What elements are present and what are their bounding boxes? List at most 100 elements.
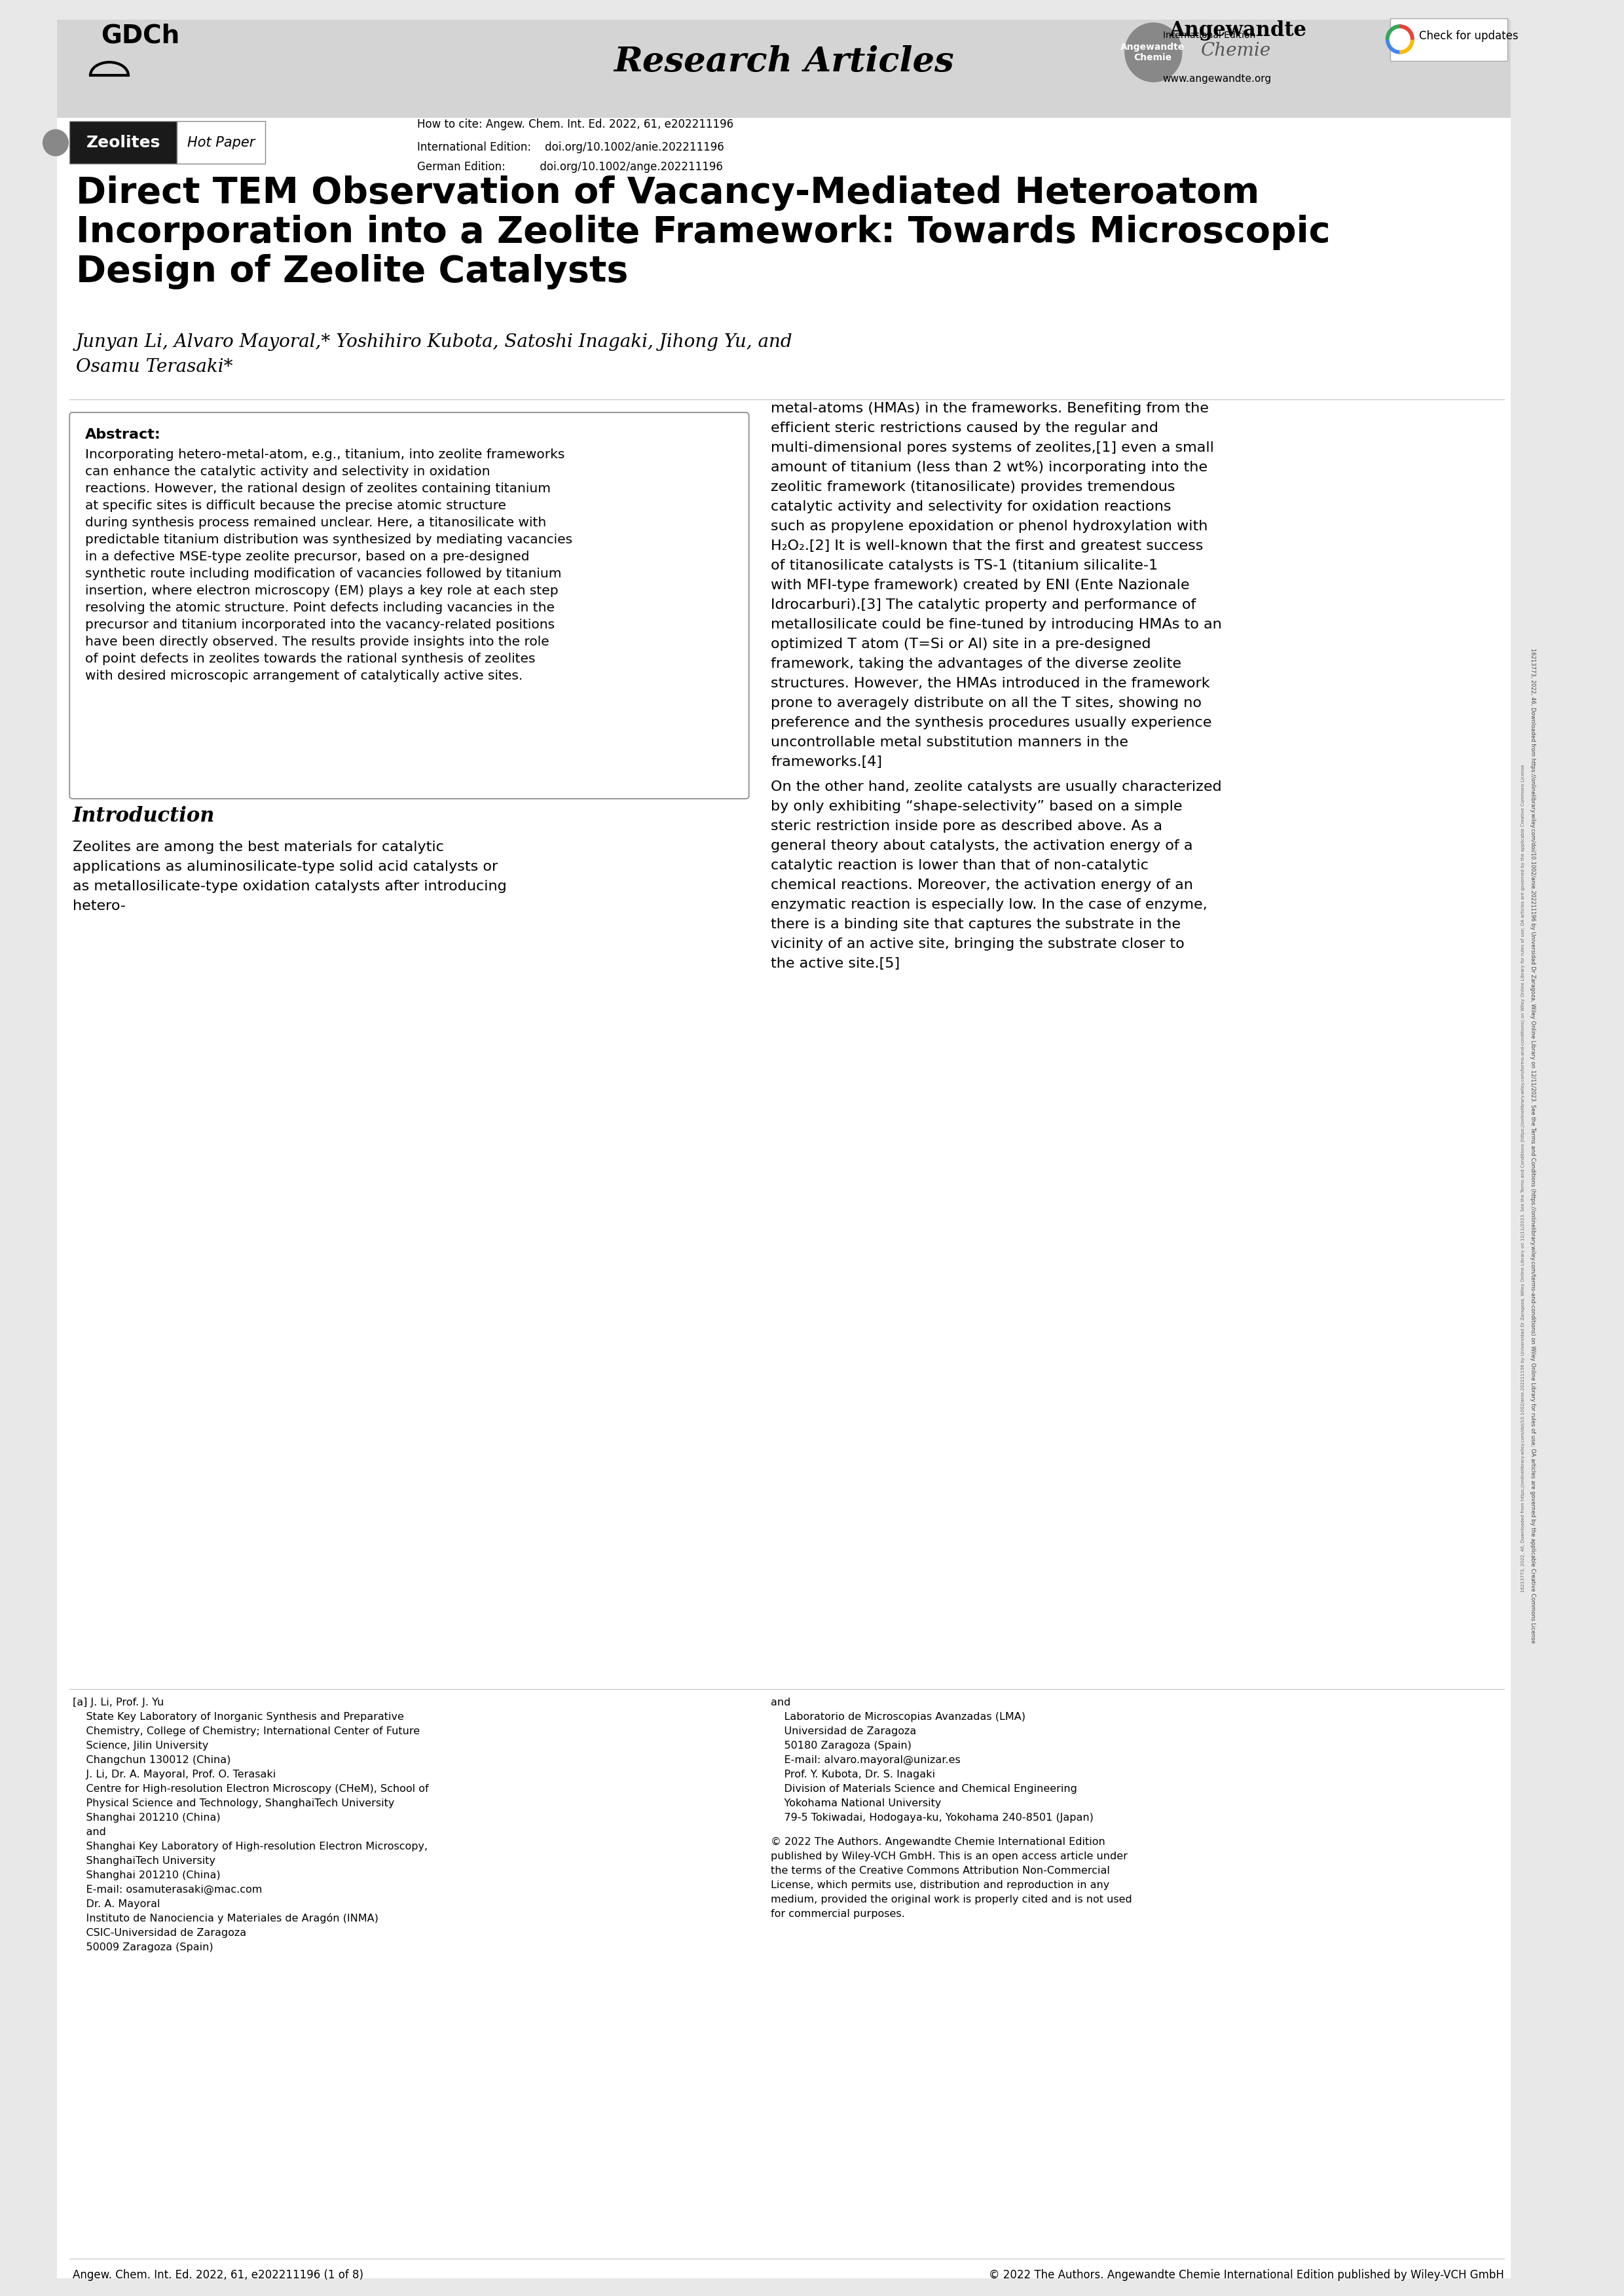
Text: Division of Materials Science and Chemical Engineering: Division of Materials Science and Chemic… — [771, 1784, 1077, 1793]
Text: by only exhibiting “shape-selectivity” based on a simple: by only exhibiting “shape-selectivity” b… — [771, 799, 1182, 813]
Wedge shape — [1400, 39, 1415, 53]
Text: Research Articles: Research Articles — [614, 46, 953, 78]
Text: enzymatic reaction is especially low. In the case of enzyme,: enzymatic reaction is especially low. In… — [771, 898, 1208, 912]
Text: reactions. However, the rational design of zeolites containing titanium: reactions. However, the rational design … — [86, 482, 551, 496]
Text: chemical reactions. Moreover, the activation energy of an: chemical reactions. Moreover, the activa… — [771, 879, 1194, 891]
Bar — [1390, 18, 1507, 62]
Text: International Edition:    doi.org/10.1002/anie.202211196: International Edition: doi.org/10.1002/a… — [417, 142, 724, 154]
Text: Yokohama National University: Yokohama National University — [771, 1798, 942, 1809]
Text: J. Li, Dr. A. Mayoral, Prof. O. Terasaki: J. Li, Dr. A. Mayoral, Prof. O. Terasaki — [73, 1770, 276, 1779]
Text: Direct TEM Observation of Vacancy-Mediated Heteroatom: Direct TEM Observation of Vacancy-Mediat… — [76, 174, 1259, 211]
Text: Changchun 130012 (China): Changchun 130012 (China) — [73, 1754, 231, 1766]
Text: and: and — [73, 1828, 106, 1837]
Text: On the other hand, zeolite catalysts are usually characterized: On the other hand, zeolite catalysts are… — [771, 781, 1221, 794]
Text: 16213773, 2022, 46, Downloaded from https://onlinelibrary.wiley.com/doi/10.1002/: 16213773, 2022, 46, Downloaded from http… — [1530, 647, 1536, 1644]
Text: GDCh: GDCh — [101, 23, 180, 48]
Text: structures. However, the HMAs introduced in the framework: structures. However, the HMAs introduced… — [771, 677, 1210, 691]
Text: applications as aluminosilicate-type solid acid catalysts or: applications as aluminosilicate-type sol… — [73, 861, 499, 872]
Text: metallosilicate could be fine-tuned by introducing HMAs to an: metallosilicate could be fine-tuned by i… — [771, 618, 1221, 631]
Text: Angew. Chem. Int. Ed. 2022, 61, e202211196 (1 of 8): Angew. Chem. Int. Ed. 2022, 61, e2022111… — [73, 2268, 364, 2280]
Text: of titanosilicate catalysts is TS-1 (titanium silicalite-1: of titanosilicate catalysts is TS-1 (tit… — [771, 560, 1158, 572]
Text: published by Wiley-VCH GmbH. This is an open access article under: published by Wiley-VCH GmbH. This is an … — [771, 1851, 1127, 1862]
Text: Idrocarburi).[3] The catalytic property and performance of: Idrocarburi).[3] The catalytic property … — [771, 599, 1197, 611]
Text: insertion, where electron microscopy (EM) plays a key role at each step: insertion, where electron microscopy (EM… — [86, 585, 559, 597]
Text: Junyan Li, Alvaro Mayoral,* Yoshihiro Kubota, Satoshi Inagaki, Jihong Yu, and: Junyan Li, Alvaro Mayoral,* Yoshihiro Ku… — [76, 333, 793, 351]
Text: hetero-: hetero- — [73, 900, 125, 912]
Text: Centre for High-resolution Electron Microscopy (CHeM), School of: Centre for High-resolution Electron Micr… — [73, 1784, 429, 1793]
Text: uncontrollable metal substitution manners in the: uncontrollable metal substitution manner… — [771, 737, 1129, 748]
Text: State Key Laboratory of Inorganic Synthesis and Preparative: State Key Laboratory of Inorganic Synthe… — [73, 1713, 404, 1722]
Text: in a defective MSE-type zeolite precursor, based on a pre-designed: in a defective MSE-type zeolite precurso… — [86, 551, 529, 563]
Text: E-mail: osamuterasaki@mac.com: E-mail: osamuterasaki@mac.com — [73, 1885, 261, 1894]
Text: Science, Jilin University: Science, Jilin University — [73, 1740, 208, 1750]
Text: synthetic route including modification of vacancies followed by titanium: synthetic route including modification o… — [86, 567, 562, 581]
Text: predictable titanium distribution was synthesized by mediating vacancies: predictable titanium distribution was sy… — [86, 533, 573, 546]
Text: vicinity of an active site, bringing the substrate closer to: vicinity of an active site, bringing the… — [771, 937, 1186, 951]
Text: catalytic reaction is lower than that of non-catalytic: catalytic reaction is lower than that of… — [771, 859, 1148, 872]
Text: Chemistry, College of Chemistry; International Center of Future: Chemistry, College of Chemistry; Interna… — [73, 1727, 421, 1736]
Text: 79-5 Tokiwadai, Hodogaya-ku, Yokohama 240-8501 (Japan): 79-5 Tokiwadai, Hodogaya-ku, Yokohama 24… — [771, 1814, 1095, 1823]
Text: have been directly observed. The results provide insights into the role: have been directly observed. The results… — [86, 636, 549, 647]
Text: for commercial purposes.: for commercial purposes. — [771, 1908, 905, 1919]
Text: optimized T atom (T=Si or Al) site in a pre-designed: optimized T atom (T=Si or Al) site in a … — [771, 638, 1151, 650]
Bar — [70, 122, 177, 163]
Text: Angewandte: Angewandte — [1169, 21, 1307, 41]
Text: such as propylene epoxidation or phenol hydroxylation with: such as propylene epoxidation or phenol … — [771, 519, 1208, 533]
Text: Universidad de Zaragoza: Universidad de Zaragoza — [771, 1727, 916, 1736]
FancyBboxPatch shape — [70, 413, 749, 799]
Text: frameworks.[4]: frameworks.[4] — [771, 755, 882, 769]
Bar — [177, 122, 265, 163]
Text: Instituto de Nanociencia y Materiales de Aragón (INMA): Instituto de Nanociencia y Materiales de… — [73, 1913, 378, 1924]
Text: International Edition: International Edition — [1163, 30, 1255, 39]
Text: 50009 Zaragoza (Spain): 50009 Zaragoza (Spain) — [73, 1942, 213, 1952]
Text: prone to averagely distribute on all the T sites, showing no: prone to averagely distribute on all the… — [771, 696, 1202, 709]
Text: at specific sites is difficult because the precise atomic structure: at specific sites is difficult because t… — [86, 501, 507, 512]
Text: Abstract:: Abstract: — [86, 427, 161, 441]
Text: www.angewandte.org: www.angewandte.org — [1163, 73, 1272, 83]
Text: of point defects in zeolites towards the rational synthesis of zeolites: of point defects in zeolites towards the… — [86, 652, 536, 666]
Text: Introduction: Introduction — [73, 806, 214, 827]
Text: Zeolites: Zeolites — [86, 135, 161, 152]
Text: ShanghaiTech University: ShanghaiTech University — [73, 1855, 216, 1867]
Text: Hot Paper: Hot Paper — [187, 135, 255, 149]
Text: © 2022 The Authors. Angewandte Chemie International Edition: © 2022 The Authors. Angewandte Chemie In… — [771, 1837, 1106, 1846]
Text: precursor and titanium incorporated into the vacancy-related positions: precursor and titanium incorporated into… — [86, 618, 555, 631]
Wedge shape — [1385, 25, 1400, 39]
Text: medium, provided the original work is properly cited and is not used: medium, provided the original work is pr… — [771, 1894, 1132, 1903]
Text: E-mail: alvaro.mayoral@unizar.es: E-mail: alvaro.mayoral@unizar.es — [771, 1754, 961, 1766]
Text: 50180 Zaragoza (Spain): 50180 Zaragoza (Spain) — [771, 1740, 911, 1750]
Text: resolving the atomic structure. Point defects including vacancies in the: resolving the atomic structure. Point de… — [86, 602, 555, 613]
Circle shape — [1385, 25, 1415, 53]
Text: with MFI-type framework) created by ENI (Ente Nazionale: with MFI-type framework) created by ENI … — [771, 579, 1190, 592]
Text: Angewandte
Chemie: Angewandte Chemie — [1121, 44, 1186, 62]
Text: Dr. A. Mayoral: Dr. A. Mayoral — [73, 1899, 161, 1908]
Text: general theory about catalysts, the activation energy of a: general theory about catalysts, the acti… — [771, 840, 1194, 852]
Text: zeolitic framework (titanosilicate) provides tremendous: zeolitic framework (titanosilicate) prov… — [771, 480, 1176, 494]
Circle shape — [42, 129, 68, 156]
Text: Osamu Terasaki*: Osamu Terasaki* — [76, 358, 232, 377]
Text: steric restriction inside pore as described above. As a: steric restriction inside pore as descri… — [771, 820, 1163, 833]
FancyBboxPatch shape — [57, 21, 1510, 2278]
Text: efficient steric restrictions caused by the regular and: efficient steric restrictions caused by … — [771, 422, 1158, 434]
Text: there is a binding site that captures the substrate in the: there is a binding site that captures th… — [771, 918, 1181, 930]
Text: the active site.[5]: the active site.[5] — [771, 957, 900, 971]
Text: German Edition:          doi.org/10.1002/ange.202211196: German Edition: doi.org/10.1002/ange.202… — [417, 161, 723, 172]
Text: H₂O₂.[2] It is well-known that the first and greatest success: H₂O₂.[2] It is well-known that the first… — [771, 540, 1203, 553]
Text: CSIC-Universidad de Zaragoza: CSIC-Universidad de Zaragoza — [73, 1929, 247, 1938]
Text: amount of titanium (less than 2 wt%) incorporating into the: amount of titanium (less than 2 wt%) inc… — [771, 461, 1208, 473]
Text: multi-dimensional pores systems of zeolites,[1] even a small: multi-dimensional pores systems of zeoli… — [771, 441, 1215, 455]
Text: Incorporating hetero-metal-atom, e.g., titanium, into zeolite frameworks: Incorporating hetero-metal-atom, e.g., t… — [86, 448, 565, 461]
Text: metal-atoms (HMAs) in the frameworks. Benefiting from the: metal-atoms (HMAs) in the frameworks. Be… — [771, 402, 1208, 416]
Text: with desired microscopic arrangement of catalytically active sites.: with desired microscopic arrangement of … — [86, 670, 523, 682]
Text: as metallosilicate-type oxidation catalysts after introducing: as metallosilicate-type oxidation cataly… — [73, 879, 507, 893]
Text: Laboratorio de Microscopias Avanzadas (LMA): Laboratorio de Microscopias Avanzadas (L… — [771, 1713, 1026, 1722]
Text: Incorporation into a Zeolite Framework: Towards Microscopic: Incorporation into a Zeolite Framework: … — [76, 216, 1330, 250]
Text: Check for updates: Check for updates — [1419, 30, 1518, 41]
Text: Shanghai Key Laboratory of High-resolution Electron Microscopy,: Shanghai Key Laboratory of High-resoluti… — [73, 1841, 427, 1851]
Text: Shanghai 201210 (China): Shanghai 201210 (China) — [73, 1814, 221, 1823]
Text: © 2022 The Authors. Angewandte Chemie International Edition published by Wiley-V: © 2022 The Authors. Angewandte Chemie In… — [989, 2268, 1504, 2280]
Text: Zeolites are among the best materials for catalytic: Zeolites are among the best materials fo… — [73, 840, 443, 854]
Circle shape — [1390, 30, 1410, 51]
Text: framework, taking the advantages of the diverse zeolite: framework, taking the advantages of the … — [771, 657, 1182, 670]
Wedge shape — [1400, 25, 1415, 39]
